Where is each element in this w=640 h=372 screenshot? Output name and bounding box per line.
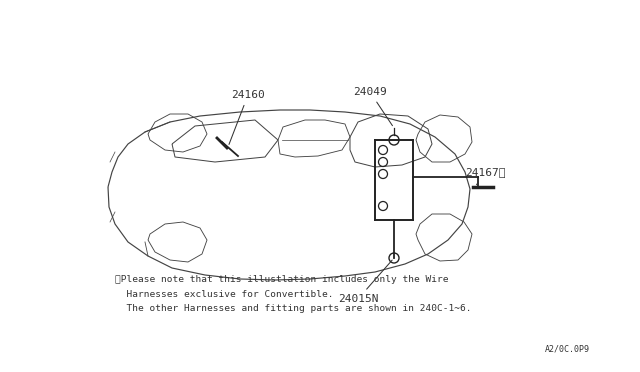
Text: 24015N: 24015N <box>338 260 392 304</box>
Text: 24049: 24049 <box>353 87 392 126</box>
Text: A2/0C.0P9: A2/0C.0P9 <box>545 345 590 354</box>
Text: ※Please note that this illustlation includes only the Wire: ※Please note that this illustlation incl… <box>115 275 449 284</box>
PathPatch shape <box>108 110 470 280</box>
Text: 24167Ⅱ: 24167Ⅱ <box>465 167 506 185</box>
Text: 24160: 24160 <box>229 90 265 144</box>
Text: The other Harnesses and fitting parts are shown in 240C-1~6.: The other Harnesses and fitting parts ar… <box>115 304 472 313</box>
Text: Harnesses exclusive for Convertible.: Harnesses exclusive for Convertible. <box>115 290 333 299</box>
